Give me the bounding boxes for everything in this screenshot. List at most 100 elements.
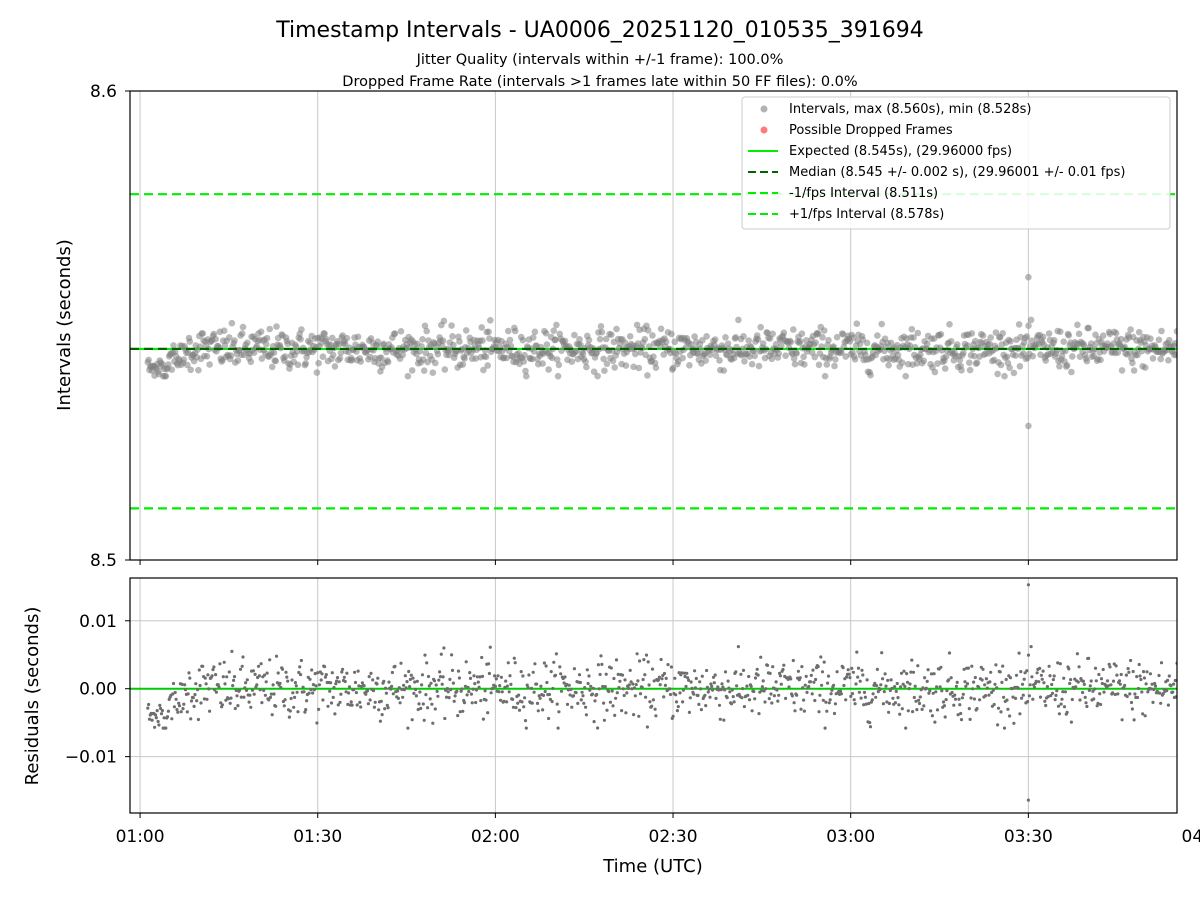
interval-point (703, 333, 710, 340)
residual-point (538, 696, 542, 700)
residual-point (251, 669, 255, 673)
interval-point (170, 342, 177, 349)
interval-point (486, 335, 493, 342)
residual-point (584, 713, 589, 717)
residual-point (1091, 689, 1095, 693)
residual-point (598, 672, 602, 677)
residual-point (884, 684, 888, 688)
residual-point (615, 691, 619, 695)
interval-point (203, 353, 211, 360)
residual-point (229, 696, 233, 700)
residual-point (333, 712, 337, 716)
residual-point (1173, 678, 1177, 683)
residual-point (466, 685, 470, 689)
interval-point (479, 337, 486, 344)
residual-point (1140, 690, 1144, 694)
residual-point (593, 699, 597, 703)
residual-point (680, 671, 684, 675)
residual-point (464, 660, 468, 664)
residual-point (416, 707, 420, 712)
residual-point (505, 700, 509, 704)
interval-point (553, 321, 560, 329)
residual-point (1049, 694, 1053, 698)
residual-point (557, 710, 561, 714)
residual-point (914, 699, 918, 703)
residual-point (1145, 670, 1149, 674)
residual-point (214, 673, 218, 677)
residual-point (980, 678, 984, 682)
x-axis-label: Time (UTC) (602, 856, 703, 877)
residual-point (179, 710, 183, 714)
residual-point (563, 675, 567, 679)
residual-point (842, 683, 846, 688)
residual-point (499, 698, 503, 702)
residual-point (1061, 690, 1065, 694)
residual-point (811, 668, 815, 672)
interval-point (691, 333, 698, 340)
residual-point (959, 711, 963, 716)
residual-point (159, 706, 163, 711)
residual-point (449, 688, 453, 692)
residual-point (530, 701, 534, 705)
residual-point (983, 683, 987, 687)
residual-point (487, 662, 491, 666)
residual-point (620, 673, 625, 677)
residual-point (741, 687, 745, 691)
interval-point (712, 352, 720, 360)
interval-point (1076, 353, 1084, 361)
residual-point (230, 649, 234, 654)
residual-point (1001, 664, 1005, 668)
residual-point (753, 676, 758, 680)
residual-point (201, 664, 205, 668)
interval-point (277, 344, 285, 352)
residual-point (899, 685, 903, 689)
residual-point (929, 709, 933, 713)
residual-point (353, 670, 357, 674)
residual-point (720, 682, 724, 686)
residual-point (1027, 694, 1031, 698)
residual-point (626, 686, 631, 690)
interval-point (657, 325, 665, 333)
residual-point (991, 688, 995, 692)
residual-point (1117, 679, 1122, 683)
residual-point (205, 697, 209, 701)
residual-point (631, 682, 635, 686)
residual-point (1057, 712, 1061, 716)
residual-point (625, 691, 629, 695)
interval-point (790, 355, 798, 362)
residual-point (340, 670, 344, 674)
interval-point (1074, 321, 1081, 329)
residual-point (637, 714, 641, 718)
interval-point (946, 321, 953, 328)
residual-point (739, 672, 743, 676)
interval-point (408, 367, 416, 374)
residual-point (389, 687, 393, 691)
residual-point (610, 689, 614, 693)
residual-point (544, 664, 548, 668)
residual-point (1161, 692, 1165, 696)
residual-point (635, 652, 639, 656)
interval-point (258, 355, 266, 362)
residual-point (596, 663, 601, 667)
residual-point (503, 685, 507, 690)
interval-point (699, 337, 706, 344)
residual-point (682, 671, 686, 675)
residual-point (634, 683, 638, 687)
residual-point (838, 689, 843, 693)
residual-point (1084, 701, 1088, 705)
interval-point (228, 319, 236, 327)
residual-point (590, 692, 595, 696)
residual-point (692, 692, 696, 696)
residual-point (317, 683, 321, 687)
residual-point (426, 706, 430, 710)
residual-point (663, 683, 668, 688)
residual-point (455, 689, 459, 693)
residual-point (795, 693, 799, 697)
residual-point (429, 681, 433, 685)
residual-point (334, 682, 338, 686)
residual-point (1039, 673, 1043, 677)
interval-point (450, 341, 457, 349)
interval-point (1147, 335, 1154, 343)
residual-point (218, 662, 222, 666)
residual-point (903, 684, 907, 689)
